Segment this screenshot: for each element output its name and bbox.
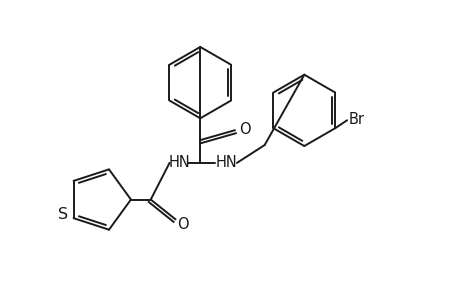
Text: HN: HN <box>168 155 190 170</box>
Text: O: O <box>177 217 189 232</box>
Text: O: O <box>238 122 250 137</box>
Text: Br: Br <box>348 112 364 127</box>
Text: HN: HN <box>215 155 236 170</box>
Text: S: S <box>57 207 67 222</box>
